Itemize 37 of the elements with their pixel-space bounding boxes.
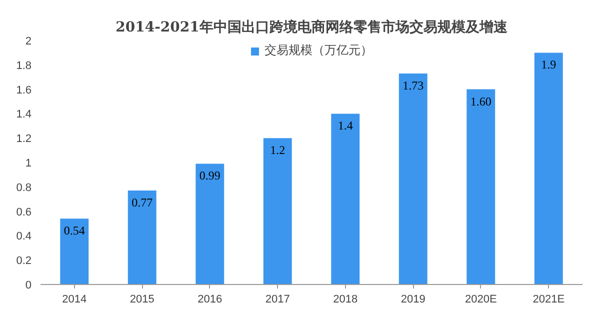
x-tick-label: 2018 — [333, 294, 358, 306]
data-label: 0.54 — [64, 224, 85, 238]
x-tick-label: 2019 — [400, 294, 426, 306]
bar — [263, 138, 292, 284]
data-label: 1.73 — [402, 78, 424, 92]
data-label: 0.99 — [199, 168, 220, 183]
y-tick-label: 0 — [25, 280, 32, 292]
bar — [466, 89, 496, 284]
y-tick-label: 0.2 — [16, 255, 32, 268]
bar — [534, 52, 563, 284]
data-label: 1.60 — [470, 94, 492, 108]
bar — [60, 218, 89, 284]
y-tick-label: 1.4 — [16, 108, 32, 121]
x-tick-label: 2016 — [198, 294, 222, 306]
chart-title: 2014-2021年中国出口跨境电商网络零售市场交易规模及增速 — [116, 18, 508, 36]
bar — [196, 164, 224, 284]
y-tick-label: 0.8 — [16, 182, 32, 194]
data-label: 1.2 — [270, 143, 286, 158]
x-tick-label: 2020E — [464, 294, 497, 306]
bar — [331, 114, 360, 284]
data-label: 1.4 — [338, 118, 353, 133]
bar — [398, 73, 428, 284]
legend-label: 交易规模（万亿元） — [264, 42, 372, 59]
x-tick-label: 2017 — [265, 294, 290, 306]
x-tick-label: 2015 — [130, 294, 154, 306]
y-tick-label: 1.6 — [16, 84, 32, 96]
x-tick-label: 2014 — [62, 294, 87, 306]
y-tick-label: 0.4 — [16, 230, 32, 243]
data-label: 0.77 — [132, 196, 153, 210]
bar — [128, 190, 156, 284]
y-tick-label: 2 — [25, 36, 32, 48]
y-tick-label: 1 — [25, 158, 32, 170]
x-tick-label: 2021E — [532, 294, 565, 306]
y-tick-label: 1.8 — [16, 60, 32, 72]
data-label: 1.9 — [541, 58, 556, 72]
y-tick-label: 0.6 — [16, 206, 32, 218]
y-tick-label: 1.2 — [16, 133, 32, 146]
